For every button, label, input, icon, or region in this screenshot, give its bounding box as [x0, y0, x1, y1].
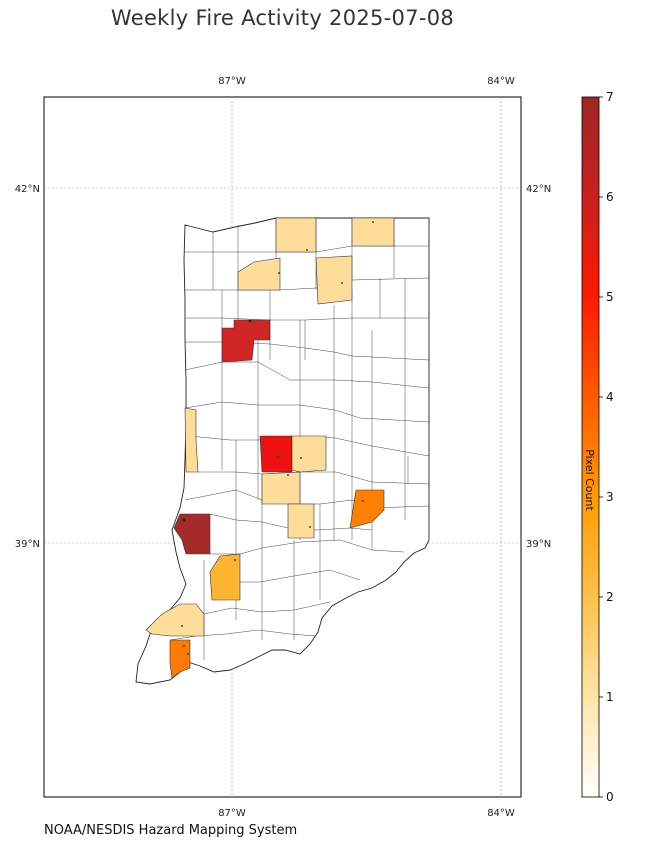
- fire-county-dubois-area: [209, 553, 241, 601]
- fire-county-vermillion-area: [184, 407, 199, 473]
- colorbar-tick-6: 6: [606, 190, 614, 204]
- right-lat-label-39: 39°N: [526, 539, 551, 550]
- source-credit: NOAA/NESDIS Hazard Mapping System: [44, 823, 298, 838]
- top-lon-label-87: 87°W: [218, 76, 246, 87]
- fire-county-benton-area: [221, 319, 271, 363]
- colorbar-tick-5: 5: [606, 290, 614, 304]
- colorbar-tick-7: 7: [606, 90, 614, 104]
- top-lon-label-84: 84°W: [487, 76, 515, 87]
- colorbar-tick-1: 1: [606, 690, 614, 704]
- fire-county-bartholomew-area: [287, 503, 315, 539]
- colorbar-tick-3: 3: [606, 490, 614, 504]
- bottom-lon-label-84: 84°W: [487, 808, 515, 819]
- fire-county-starke-area: [237, 257, 281, 291]
- colorbar-tick-2: 2: [606, 590, 614, 604]
- bottom-lon-label-87: 87°W: [218, 808, 246, 819]
- fire-county-morgan-area: [261, 471, 301, 505]
- colorbar-ticks: [599, 96, 603, 798]
- colorbar-tick-4: 4: [606, 390, 614, 404]
- fire-county-whitley-area: [315, 255, 353, 305]
- colorbar: [581, 96, 600, 798]
- colorbar-label: Pixel Count: [583, 449, 596, 511]
- fire-county-elkhart-area: [275, 217, 317, 253]
- fire-county-steuben-area: [351, 217, 395, 247]
- fire-county-hamilton-area: [291, 435, 327, 473]
- fire-county-vanderburgh-area: [169, 639, 191, 679]
- map-title: Weekly Fire Activity 2025-07-08: [110, 6, 455, 30]
- left-lat-label-42: 42°N: [15, 184, 40, 195]
- fire-county-gibson-area: [145, 603, 205, 637]
- indiana-counties: [135, 217, 430, 685]
- right-lat-label-42: 42°N: [526, 184, 551, 195]
- fire-county-franklin-area: [349, 489, 385, 529]
- fire-county-hendricks-area: [259, 435, 293, 473]
- fire-county-knox-area: [173, 513, 211, 555]
- colorbar-tick-0: 0: [606, 790, 614, 804]
- left-lat-label-39: 39°N: [15, 539, 40, 550]
